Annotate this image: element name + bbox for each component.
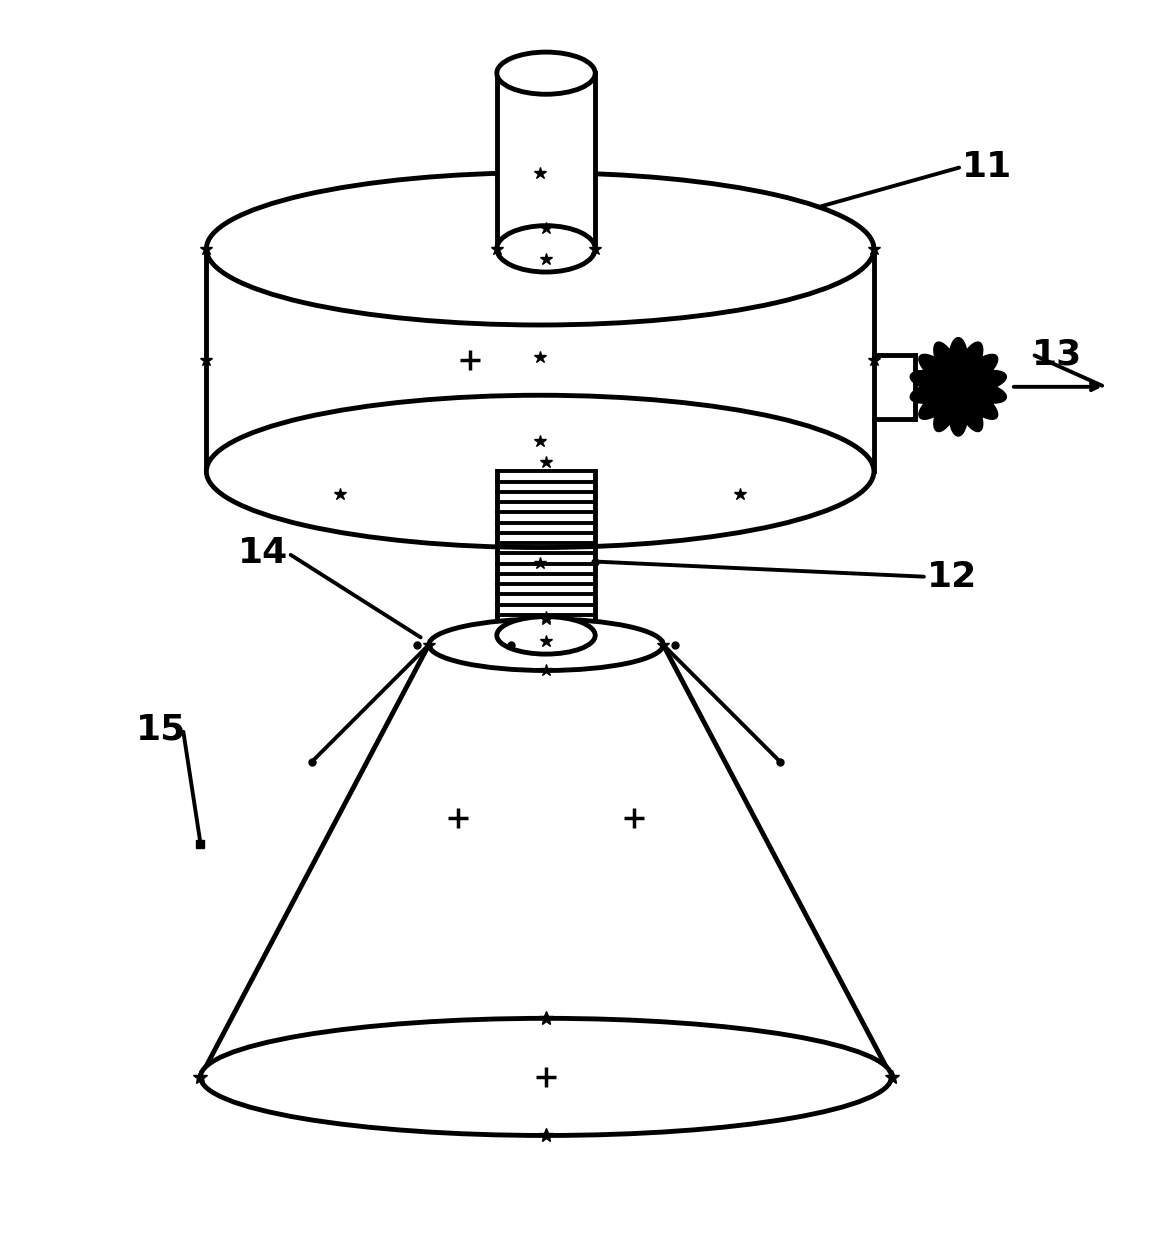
Ellipse shape <box>201 1019 891 1136</box>
Ellipse shape <box>497 617 595 655</box>
Polygon shape <box>201 645 891 1076</box>
Ellipse shape <box>429 619 663 671</box>
Ellipse shape <box>497 225 595 272</box>
Text: 15: 15 <box>136 713 187 747</box>
Ellipse shape <box>207 395 873 548</box>
Polygon shape <box>207 249 873 471</box>
Polygon shape <box>497 471 595 636</box>
Ellipse shape <box>207 172 873 325</box>
Polygon shape <box>497 73 595 249</box>
Text: 14: 14 <box>238 536 289 570</box>
Ellipse shape <box>497 52 595 94</box>
Polygon shape <box>910 337 1006 436</box>
Text: 12: 12 <box>926 560 977 594</box>
Text: 13: 13 <box>1032 337 1082 371</box>
Text: 11: 11 <box>962 150 1012 184</box>
